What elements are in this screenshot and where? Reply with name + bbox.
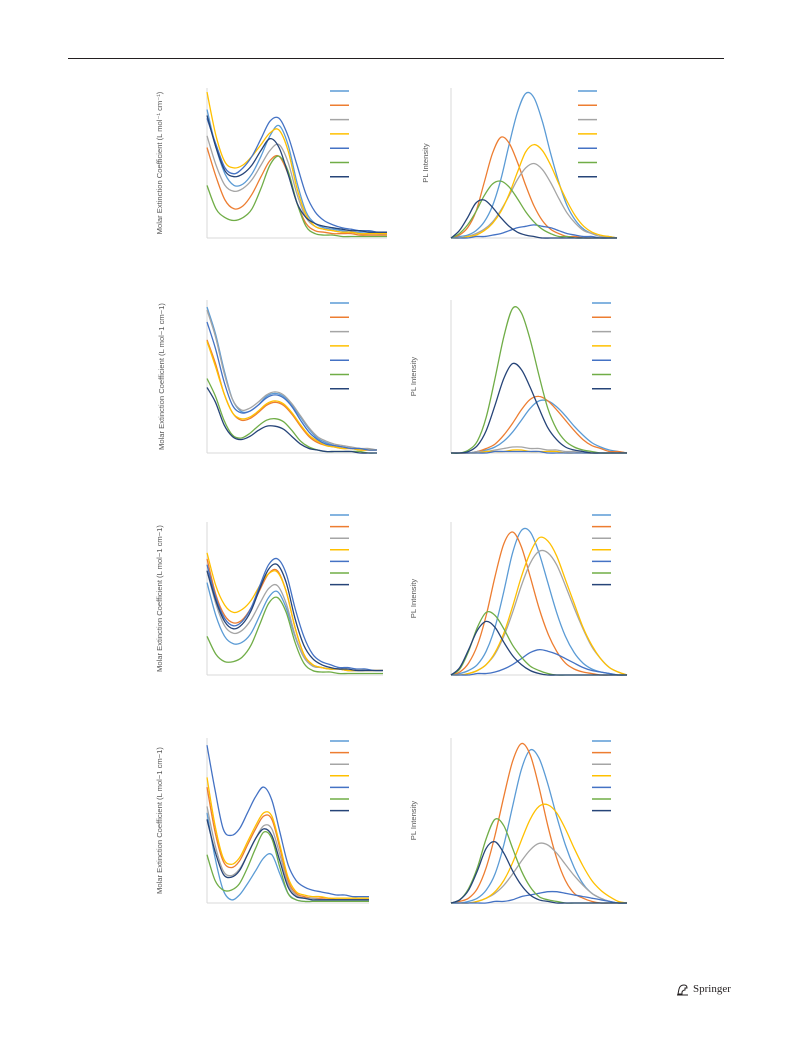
series-line-6	[206, 831, 369, 903]
springer-horse-icon	[677, 983, 688, 995]
series-line-4	[206, 552, 383, 672]
chart-panel-6: PL Intensity	[409, 514, 628, 676]
publisher-name: Springer	[693, 983, 731, 995]
series-line-3	[206, 309, 378, 451]
series-line-4	[450, 536, 628, 676]
series-line-7	[206, 115, 388, 233]
series-line-4	[450, 143, 618, 239]
series-line-7	[206, 819, 369, 901]
series-line-6	[450, 180, 617, 239]
series-line-7	[450, 362, 627, 454]
y-axis-label: Molar Extinction Coefficient (L mol−1 cm…	[155, 525, 164, 672]
chart-panel-8: PL Intensity	[409, 738, 628, 904]
series-line-1	[206, 109, 388, 235]
series-line-7	[450, 199, 617, 239]
series-line-1	[206, 306, 378, 451]
series-line-5	[206, 745, 369, 898]
series-line-4	[206, 777, 369, 899]
chart-panel-2: PL Intensity	[421, 88, 618, 239]
y-axis-label: Molar Extinction Coefficient (L mol−1 cm…	[155, 747, 164, 894]
series-line-6	[450, 306, 627, 454]
y-axis-label: Molar Extinction Coefficient (L mol−1 cm…	[157, 303, 166, 450]
series-line-2	[206, 558, 383, 672]
series-line-4	[206, 91, 387, 235]
chart-panel-7: Molar Extinction Coefficient (L mol−1 cm…	[155, 738, 369, 904]
series-line-7	[450, 620, 627, 676]
y-axis-label: Molar Extinction Coefficient (L mol⁻¹ cm…	[155, 91, 164, 234]
series-line-1	[450, 91, 618, 239]
publisher-footer: Springer	[676, 981, 731, 997]
series-line-5	[206, 116, 388, 233]
chart-panel-5: Molar Extinction Coefficient (L mol−1 cm…	[155, 514, 384, 676]
series-line-5	[450, 224, 617, 239]
series-line-2	[206, 339, 377, 451]
y-axis-label: PL Intensity	[409, 579, 418, 619]
series-line-6	[206, 596, 383, 675]
header-rule	[68, 58, 724, 59]
series-line-5	[206, 557, 384, 672]
y-axis-label: PL Intensity	[421, 143, 430, 183]
series-line-7	[206, 387, 377, 454]
series-line-2	[450, 136, 617, 239]
chart-panel-4: PL Intensity	[409, 300, 628, 454]
series-line-2	[450, 742, 627, 904]
series-line-7	[450, 841, 627, 904]
y-axis-label: PL Intensity	[409, 357, 418, 397]
series-line-3	[450, 162, 618, 239]
series-line-5	[450, 648, 628, 676]
series-line-6	[206, 378, 378, 454]
series-line-4	[206, 341, 377, 451]
series-line-7	[206, 563, 383, 672]
chart-panel-1: Molar Extinction Coefficient (L mol⁻¹ cm…	[155, 88, 388, 239]
series-line-4	[451, 803, 628, 904]
series-line-5	[451, 890, 628, 904]
series-line-2	[451, 395, 628, 454]
series-line-3	[450, 549, 628, 676]
y-axis-label: PL Intensity	[409, 801, 418, 841]
series-line-3	[451, 842, 628, 904]
series-line-1	[450, 748, 628, 904]
chart-panel-3: Molar Extinction Coefficient (L mol−1 cm…	[157, 300, 378, 454]
series-line-5	[206, 321, 378, 451]
